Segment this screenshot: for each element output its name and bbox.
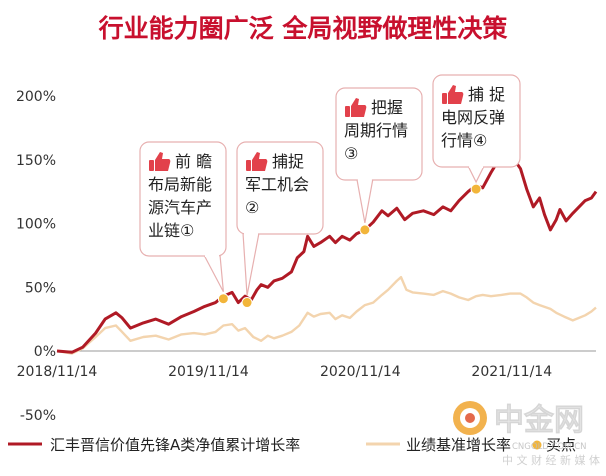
thumbs-up-icon	[149, 152, 171, 171]
buy-point-dot	[359, 224, 371, 236]
buy-point-dot	[241, 297, 253, 309]
legend-point-label: 买点	[546, 436, 576, 454]
callout-line: ②	[245, 198, 259, 217]
y-tick-label: 150%	[16, 153, 56, 169]
callout-pointer	[356, 178, 374, 223]
buy-point-dot	[217, 293, 229, 305]
callout-line: 源汽车产	[148, 198, 212, 217]
thumbs-up-icon	[246, 152, 268, 171]
buy-points	[217, 183, 482, 309]
legend: 汇丰晋信价值先锋A类净值累计增长率 业绩基准增长率 买点	[8, 436, 576, 454]
callout-pointer	[467, 165, 486, 184]
callout-line: ③	[344, 144, 358, 163]
callout-line: 布局新能	[148, 175, 212, 194]
callout-line: 前 瞻	[175, 152, 212, 171]
callout-line: 军工机会	[245, 175, 309, 194]
watermark: 中金网 CNGOLD.COM.CN 中 文 财 经 新 媒 体	[453, 401, 600, 467]
callout-line: 把握	[371, 98, 403, 117]
callout-seam	[357, 178, 372, 181]
x-tick-label: 2019/11/14	[168, 364, 249, 380]
x-tick-label: 2018/11/14	[17, 364, 98, 380]
y-tick-label: 0%	[34, 344, 56, 360]
thumbs-up-icon	[345, 98, 367, 117]
y-tick-label: 100%	[16, 217, 56, 233]
callout-seam	[205, 254, 219, 257]
chart-title: 行业能力圈广泛 全局视野做理性决策	[98, 14, 509, 43]
callout-pointer	[242, 232, 260, 296]
y-tick-label: 200%	[16, 89, 56, 105]
x-axis: 2018/11/14 2019/11/14 2020/11/14 2021/11/14	[17, 364, 553, 380]
y-axis: 200% 150% 100% 50% 0% -50%	[16, 89, 56, 424]
callout-line: 捕 捉	[468, 85, 505, 104]
legend-fund-label: 汇丰晋信价值先锋A类净值累计增长率	[50, 436, 300, 454]
callout-pointer	[203, 254, 224, 293]
callout-line: 周期行情	[344, 121, 408, 140]
x-tick-label: 2021/11/14	[471, 364, 552, 380]
callout-seam	[469, 165, 484, 168]
callout-line: 业链①	[148, 221, 194, 240]
y-tick-label: 50%	[25, 280, 56, 296]
callout-line: 捕捉	[272, 152, 304, 171]
fund-series-line	[56, 148, 598, 354]
legend-benchmark-label: 业绩基准增长率	[406, 436, 511, 454]
legend-point-swatch	[532, 440, 542, 450]
callout-line: 电网反弹	[441, 108, 505, 127]
callout-seam	[244, 232, 258, 235]
x-tick-label: 2020/11/14	[320, 364, 401, 380]
callout-line: 行情④	[441, 131, 487, 150]
watermark-domain: CNGOLD.COM.CN	[512, 442, 587, 452]
watermark-brand: 中金网	[494, 403, 584, 438]
benchmark-series-line	[56, 275, 597, 355]
thumbs-up-icon	[442, 85, 464, 104]
watermark-tagline: 中 文 财 经 新 媒 体	[502, 453, 600, 467]
y-tick-label: -50%	[20, 408, 56, 424]
buy-point-dot	[470, 183, 482, 195]
watermark-logo-core	[465, 413, 475, 423]
